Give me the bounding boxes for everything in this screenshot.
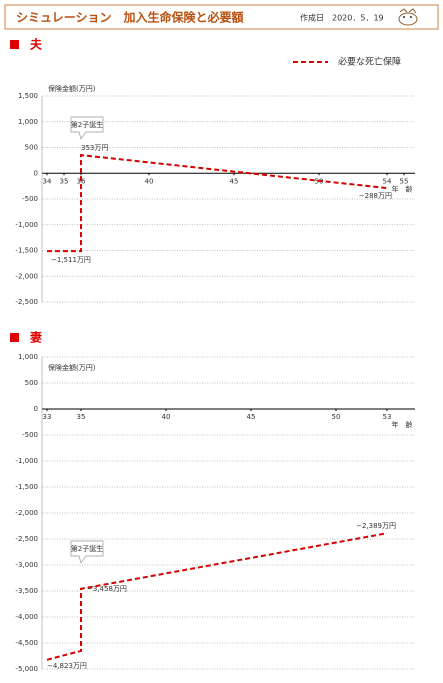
y-tick-label: -2,500 <box>15 535 38 543</box>
x-tick-label: 54 <box>383 177 392 185</box>
header-date: 作成日 2020．5．19 <box>300 13 384 23</box>
y-tick-label: 1,500 <box>18 92 38 100</box>
data-label: 353万円 <box>81 144 108 152</box>
x-tick-label: 35 <box>77 413 86 421</box>
y-tick-label: 0 <box>34 405 38 413</box>
series-line <box>47 153 388 253</box>
y-tick-label: -4,000 <box>15 613 38 621</box>
mascot-icon <box>398 8 418 26</box>
x-tick-label: 33 <box>43 413 52 421</box>
x-tick-label: 45 <box>247 413 256 421</box>
x-tick-label: 40 <box>145 177 154 185</box>
data-label: −288万円 <box>359 192 392 200</box>
y-tick-label: -1,500 <box>15 483 38 491</box>
callout-text: 第2子誕生 <box>71 120 103 129</box>
section-title: 妻 <box>30 330 42 345</box>
x-tick-label: 53 <box>383 413 392 421</box>
section-title: 夫 <box>29 37 43 52</box>
header-title: シミュレーション 加入生命保険と必要額 <box>16 10 244 25</box>
x-tick-label: 36 <box>77 177 86 185</box>
y-tick-label: -2,000 <box>15 509 38 517</box>
y-axis-title: 保険金額(万円) <box>48 363 96 372</box>
y-tick-label: -3,000 <box>15 561 38 569</box>
y-tick-label: -500 <box>22 195 38 203</box>
y-tick-label: -500 <box>22 431 38 439</box>
x-tick-label: 35 <box>60 177 69 185</box>
y-tick-label: -1,000 <box>15 457 38 465</box>
y-tick-label: 1,000 <box>18 118 38 126</box>
y-tick-label: -5,000 <box>15 665 38 673</box>
data-label: −1,511万円 <box>51 256 91 264</box>
section-marker <box>10 333 19 342</box>
x-tick-label: 34 <box>43 177 52 185</box>
data-label: −2,389万円 <box>356 522 396 530</box>
y-tick-label: 500 <box>25 379 38 387</box>
x-axis-title: 年 齢 <box>392 184 413 193</box>
y-tick-label: 0 <box>34 169 38 177</box>
callout <box>70 540 104 564</box>
y-tick-label: -3,500 <box>15 587 38 595</box>
y-axis-title: 保険金額(万円) <box>48 84 96 93</box>
y-tick-label: -2,500 <box>15 298 38 306</box>
callout <box>70 116 104 140</box>
header-box <box>4 4 439 30</box>
data-label: −4,823万円 <box>47 662 87 670</box>
data-label: −3,458万円 <box>87 585 127 593</box>
y-tick-label: -1,000 <box>15 221 38 229</box>
x-tick-label: 55 <box>400 177 409 185</box>
legend-label: 必要な死亡保障 <box>338 56 401 68</box>
x-axis-title: 年 齢 <box>392 420 413 429</box>
x-tick-label: 45 <box>230 177 239 185</box>
x-tick-label: 50 <box>332 413 341 421</box>
callout-text: 第2子誕生 <box>71 544 103 553</box>
section-marker <box>10 40 19 49</box>
y-tick-label: -4,500 <box>15 639 38 647</box>
y-tick-label: -2,000 <box>15 272 38 280</box>
x-tick-label: 40 <box>162 413 171 421</box>
series-line <box>46 532 388 661</box>
y-tick-label: 500 <box>25 144 38 152</box>
y-tick-label: 1,000 <box>18 353 38 361</box>
y-tick-label: -1,500 <box>15 247 38 255</box>
